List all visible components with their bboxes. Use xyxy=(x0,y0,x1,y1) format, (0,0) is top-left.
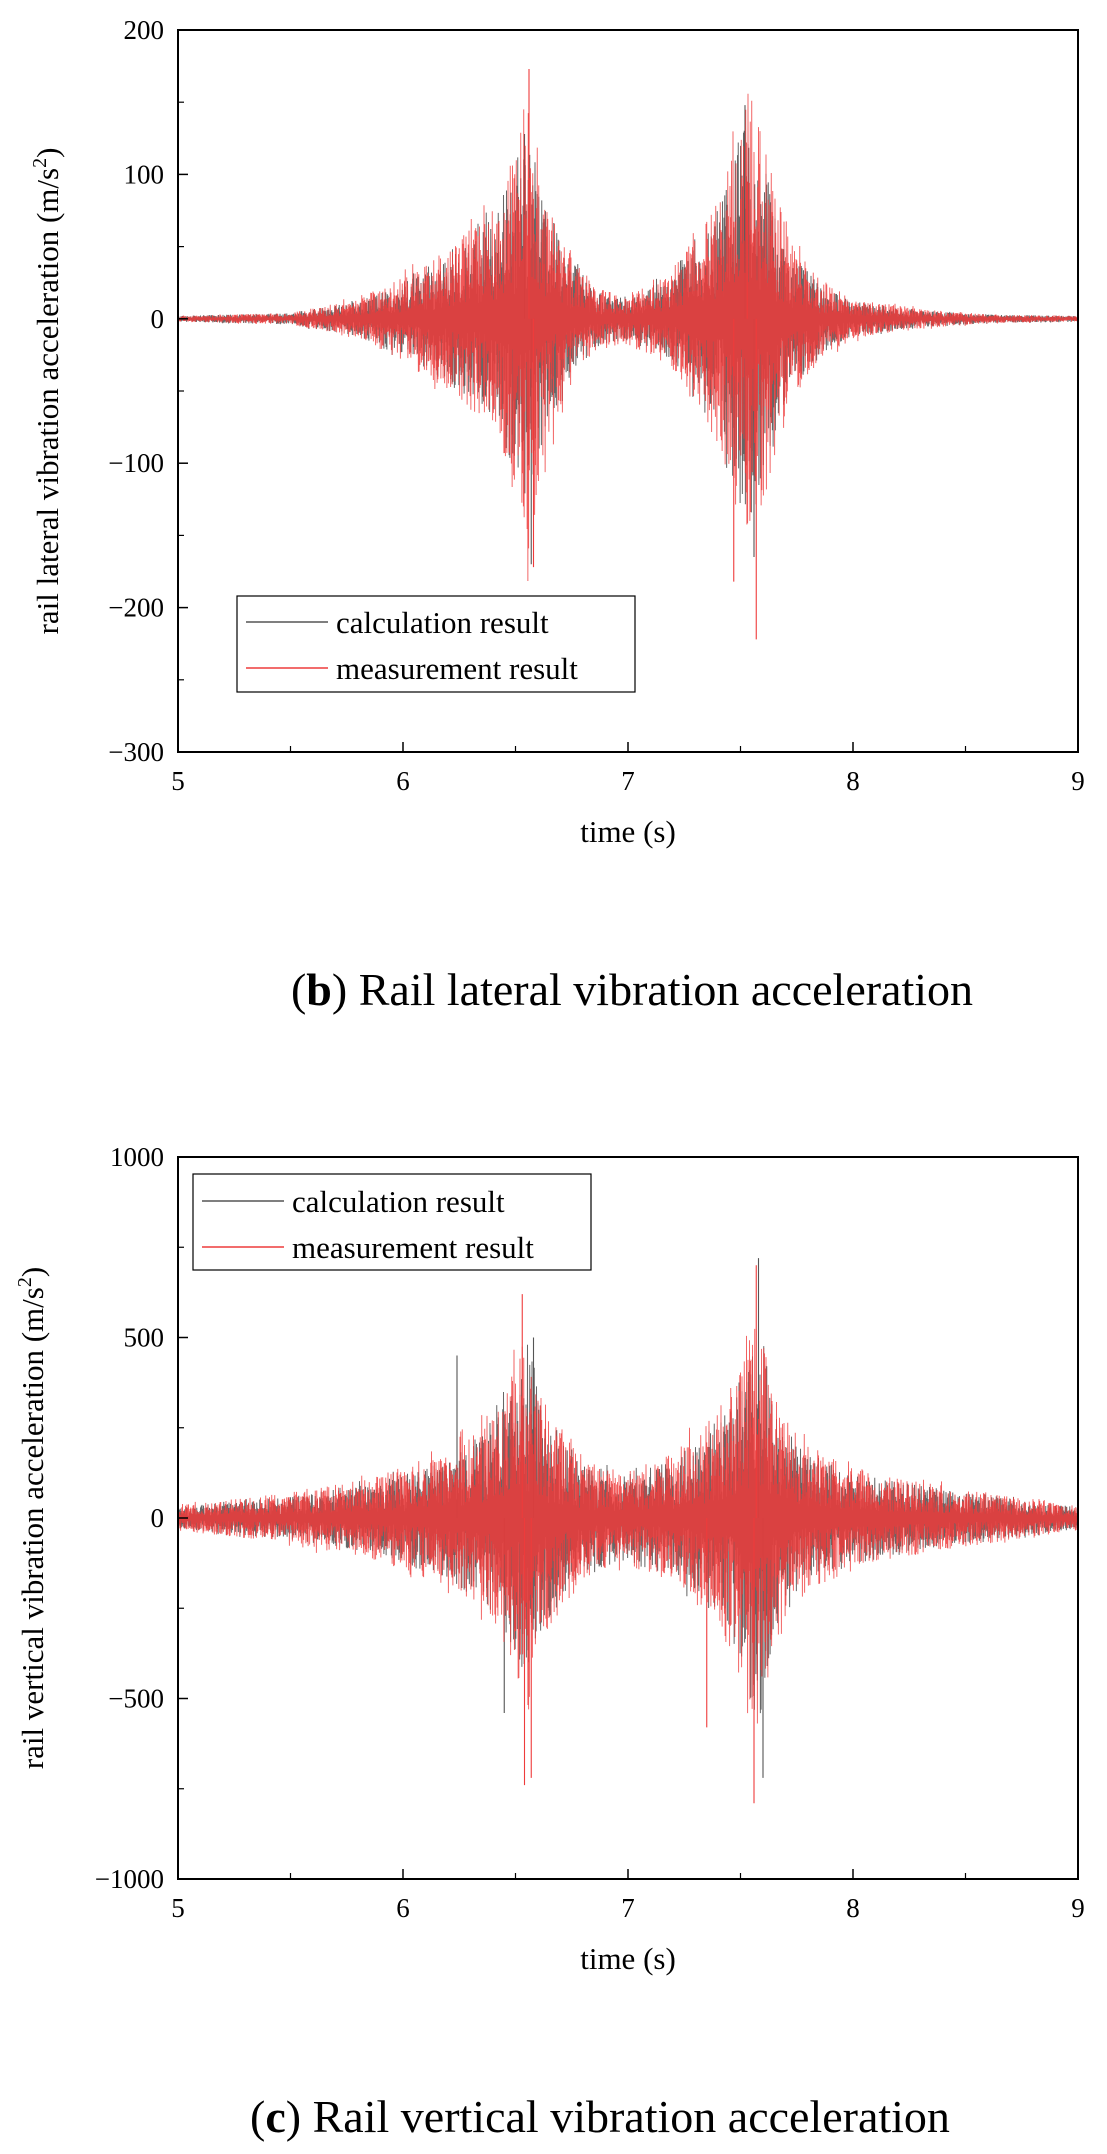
vertical-y-tick-label: 1000 xyxy=(110,1142,164,1172)
vertical-x-tick-label: 7 xyxy=(621,1893,635,1923)
vertical-chart: 5 6 7 8 9 −1000 −500 0 500 1000 calculation resul… xyxy=(14,1142,1085,2142)
vertical-y-tick-label: 0 xyxy=(151,1503,165,1533)
vertical-caption: (c) Rail vertical vibration acceleration xyxy=(250,2091,950,2142)
vertical-legend-box xyxy=(192,1173,592,1271)
lateral-series-measurement-line xyxy=(178,93,1078,582)
vertical-legend-calc-label: calculation result xyxy=(292,1184,505,1219)
lateral-x-axis-title: time (s) xyxy=(580,814,676,849)
lateral-y-tick-label: 0 xyxy=(151,304,165,334)
lateral-legend-box xyxy=(236,595,636,693)
vertical-x-tick-label: 8 xyxy=(846,1893,860,1923)
lateral-y-axis-title-main: rail lateral vibration acceleration (m/s xyxy=(30,168,65,635)
vertical-y-axis-title-end: ) xyxy=(15,1267,50,1277)
vertical-x-tick-label: 5 xyxy=(171,1893,185,1923)
lateral-caption: (b) Rail lateral vibration acceleration xyxy=(291,964,973,1015)
lateral-x-tick-label: 7 xyxy=(621,766,635,796)
lateral-ticks: 5 6 7 8 9 −300 −200 −100 0 100 200 xyxy=(108,15,1084,796)
vertical-y-axis-title-sup: 2 xyxy=(14,1277,36,1287)
lateral-y-tick-label: 100 xyxy=(124,159,165,189)
lateral-x-tick-label: 9 xyxy=(1071,766,1085,796)
vertical-y-tick-label: 500 xyxy=(124,1323,165,1353)
lateral-legend-calc-label: calculation result xyxy=(336,605,549,640)
vertical-caption-text: Rail vertical vibration acceleration xyxy=(313,2091,950,2142)
lateral-y-tick-label: −300 xyxy=(108,737,164,767)
lateral-y-tick-label: −200 xyxy=(108,593,164,623)
lateral-x-tick-label: 8 xyxy=(846,766,860,796)
vertical-signal-area xyxy=(178,1258,1078,1804)
lateral-caption-text: Rail lateral vibration acceleration xyxy=(359,964,973,1015)
lateral-x-tick-label: 5 xyxy=(171,766,185,796)
lateral-legend-meas-label: measurement result xyxy=(336,651,578,686)
vertical-x-tick-label: 6 xyxy=(396,1893,410,1923)
lateral-y-axis-title: rail lateral vibration acceleration (m/s… xyxy=(29,148,65,635)
lateral-legend: calculation result measurement result xyxy=(236,595,636,693)
lateral-y-tick-label: 200 xyxy=(124,15,165,45)
vertical-legend-meas-label: measurement result xyxy=(292,1230,534,1265)
vertical-x-axis-title: time (s) xyxy=(580,1941,676,1976)
vertical-y-axis-title-main: rail vertical vibration acceleration (m/… xyxy=(15,1287,50,1769)
vertical-legend: calculation result measurement result xyxy=(192,1173,592,1271)
lateral-x-tick-label: 6 xyxy=(396,766,410,796)
lateral-caption-letter: b xyxy=(306,964,332,1015)
vertical-y-tick-label: −1000 xyxy=(95,1864,164,1894)
vertical-y-axis-title: rail vertical vibration acceleration (m/… xyxy=(14,1267,50,1769)
vertical-caption-letter: c xyxy=(265,2091,285,2142)
vertical-series-measurement-line xyxy=(178,1328,1078,1724)
lateral-signal-area xyxy=(178,68,1078,640)
vertical-y-tick-label: −500 xyxy=(108,1684,164,1714)
lateral-chart: 5 6 7 8 9 −300 −200 −100 0 100 200 calculation res… xyxy=(29,15,1085,1015)
lateral-y-axis-title-end: ) xyxy=(30,148,65,158)
vertical-ticks: 5 6 7 8 9 −1000 −500 0 500 1000 xyxy=(95,1142,1085,1923)
vertical-x-tick-label: 9 xyxy=(1071,1893,1085,1923)
lateral-y-tick-label: −100 xyxy=(108,448,164,478)
lateral-y-axis-title-sup: 2 xyxy=(29,158,51,168)
